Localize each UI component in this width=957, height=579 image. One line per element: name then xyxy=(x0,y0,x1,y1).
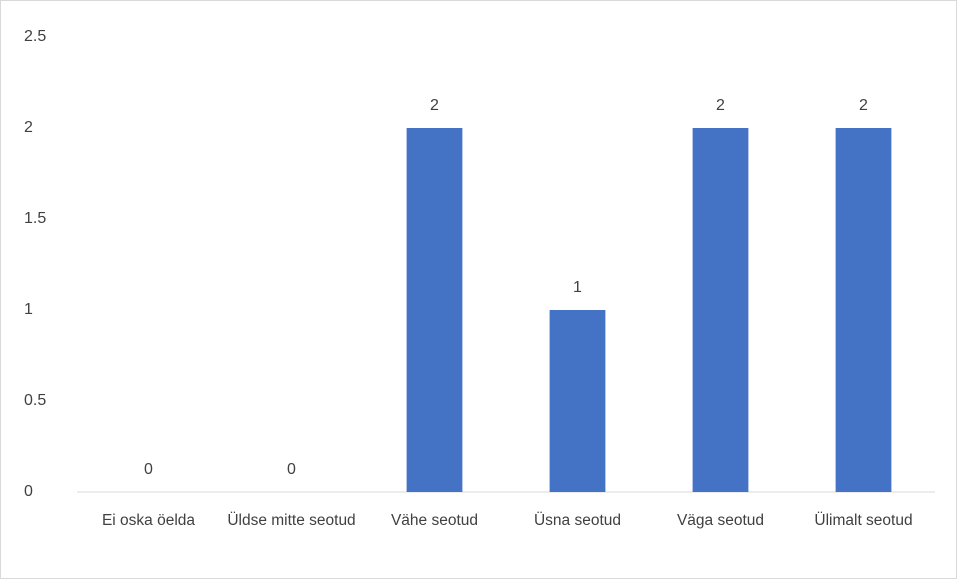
y-tick-label: 1.5 xyxy=(24,210,46,227)
y-tick-label: 2 xyxy=(24,119,33,136)
bar xyxy=(549,310,606,492)
bar xyxy=(835,128,892,492)
x-tick-label: Ei oska öelda xyxy=(101,512,196,529)
y-tick-label: 0.5 xyxy=(24,392,46,409)
data-label: 2 xyxy=(716,97,725,114)
data-label: 2 xyxy=(859,97,868,114)
bar xyxy=(406,128,463,492)
data-label: 1 xyxy=(573,279,582,296)
data-label: 2 xyxy=(430,97,439,114)
y-tick-label: 1 xyxy=(24,301,33,318)
y-tick-label: 0 xyxy=(24,483,33,500)
data-label: 0 xyxy=(144,461,153,478)
x-tick-label: Üldse mitte seotud xyxy=(227,512,356,529)
x-tick-label: Väga seotud xyxy=(676,512,765,529)
x-tick-label: Vähe seotud xyxy=(390,512,479,529)
x-tick-label: Ülimalt seotud xyxy=(814,512,913,529)
x-tick-label: Üsna seotud xyxy=(533,512,622,529)
y-tick-label: 2.5 xyxy=(24,28,46,45)
bar xyxy=(692,128,749,492)
data-label: 0 xyxy=(287,461,296,478)
